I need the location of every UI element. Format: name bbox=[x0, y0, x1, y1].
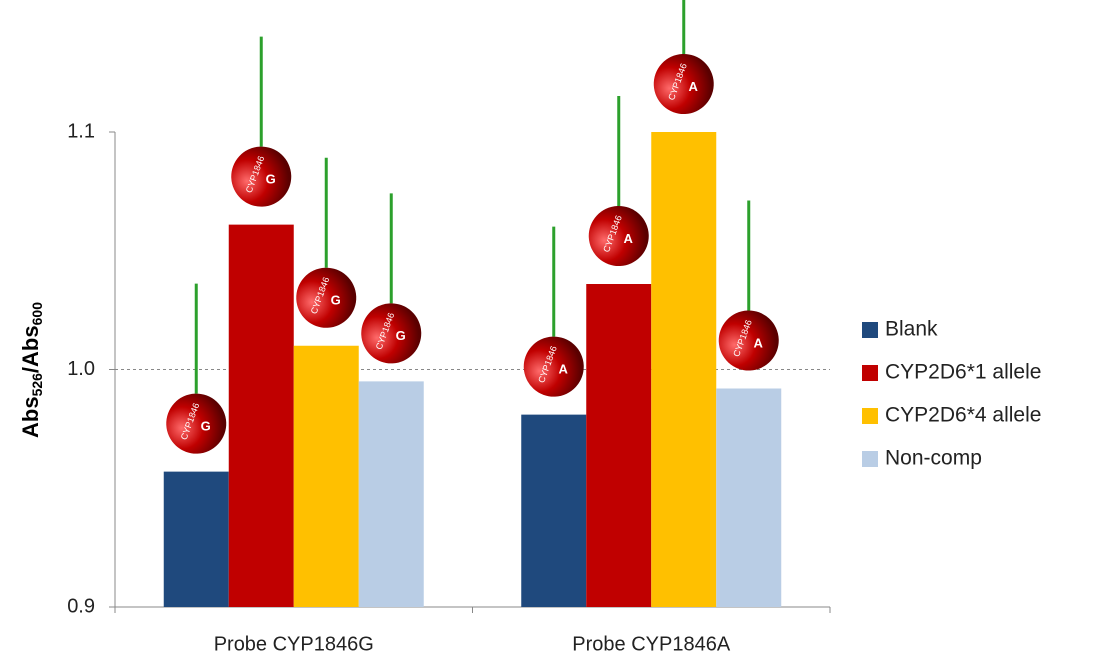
y-tick-label: 1.0 bbox=[67, 358, 95, 380]
bar bbox=[359, 381, 424, 607]
y-axis-label-part: 600 bbox=[29, 302, 45, 326]
gold-nanoparticle bbox=[223, 138, 300, 215]
gold-nanoparticle bbox=[353, 295, 430, 372]
legend-label: CYP2D6*4 allele bbox=[885, 404, 1041, 427]
bar bbox=[294, 346, 359, 607]
particle-base: A bbox=[753, 335, 763, 350]
legend-label: Blank bbox=[885, 318, 938, 341]
y-axis-label: Abs526/Abs600 bbox=[18, 302, 45, 438]
particle-base: G bbox=[331, 293, 341, 308]
gold-nanoparticle bbox=[645, 46, 722, 123]
gold-nanoparticle bbox=[710, 302, 787, 379]
gold-nanoparticle bbox=[515, 328, 592, 405]
chart: Abs526/Abs600 0.9 1.0 1.1 Probe CYP1846G CYP… bbox=[0, 0, 1096, 659]
bar bbox=[586, 284, 651, 607]
bar bbox=[229, 225, 294, 607]
gold-nanoparticle bbox=[580, 198, 657, 275]
bar bbox=[716, 389, 781, 608]
particle-base: G bbox=[201, 418, 211, 433]
legend-label: Non-comp bbox=[885, 447, 982, 470]
bar bbox=[651, 132, 716, 607]
particle-base: G bbox=[396, 328, 406, 343]
particle-base: A bbox=[688, 79, 698, 94]
x-tick-label: Probe CYP1846G bbox=[214, 633, 374, 655]
particle-base: A bbox=[558, 361, 568, 376]
y-tick-label: 1.1 bbox=[67, 120, 95, 142]
x-tick-label: Probe CYP1846A bbox=[572, 633, 731, 655]
bar bbox=[521, 415, 586, 607]
legend-swatch bbox=[862, 451, 878, 467]
particle-base: G bbox=[266, 171, 276, 186]
gold-nanoparticle bbox=[158, 385, 235, 462]
legend-swatch bbox=[862, 408, 878, 424]
y-axis-label-part: /Abs bbox=[18, 325, 43, 373]
y-axis-label-part: 526 bbox=[29, 373, 45, 397]
y-axis-label-part: Abs bbox=[18, 396, 43, 438]
legend-swatch bbox=[862, 365, 878, 381]
bar bbox=[164, 472, 229, 607]
gold-nanoparticle bbox=[288, 259, 365, 336]
legend-label: CYP2D6*1 allele bbox=[885, 361, 1041, 384]
legend-swatch bbox=[862, 322, 878, 338]
y-tick-label: 0.9 bbox=[67, 595, 95, 617]
particle-base: A bbox=[623, 231, 633, 246]
